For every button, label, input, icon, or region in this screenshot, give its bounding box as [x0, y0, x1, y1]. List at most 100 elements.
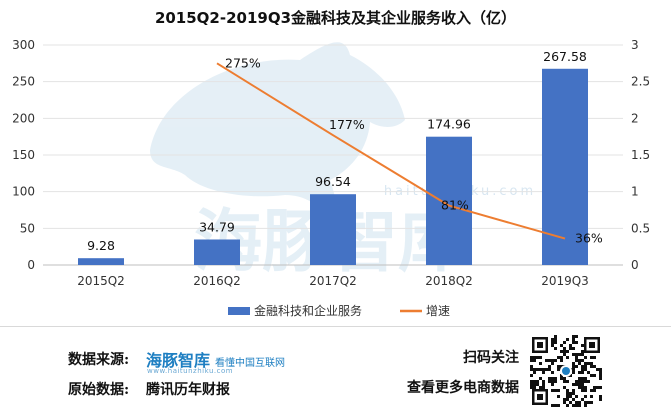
bar-data-labels: 9.28 34.79 96.54 174.96 267.58: [87, 49, 587, 253]
qr-module: [584, 395, 587, 398]
qr-module: [581, 368, 584, 371]
qr-code-icon[interactable]: [530, 335, 602, 407]
qr-module: [551, 380, 554, 383]
bar: [426, 136, 472, 265]
qr-module: [536, 383, 539, 386]
qr-module: [560, 374, 563, 377]
qr-module: [554, 380, 557, 383]
qr-module: [581, 389, 584, 392]
qr-module: [581, 344, 584, 347]
qr-module: [596, 386, 599, 389]
qr-module: [578, 380, 581, 383]
qr-module: [569, 401, 572, 404]
qr-module: [578, 359, 581, 362]
bar: [78, 258, 124, 265]
qr-module: [551, 341, 554, 344]
line-value-label: 177%: [329, 117, 365, 132]
qr-module: [590, 356, 593, 359]
qr-module: [578, 362, 581, 365]
qr-module: [554, 335, 557, 338]
qr-module: [530, 383, 533, 386]
qr-module: [533, 383, 536, 386]
qr-module: [572, 341, 575, 344]
qr-module: [539, 362, 542, 365]
qr-module: [533, 386, 536, 389]
bar-value-label: 174.96: [427, 117, 471, 132]
qr-module: [566, 398, 569, 401]
growth-line: [216, 62, 566, 240]
qr-module: [566, 350, 569, 353]
qr-module: [581, 398, 584, 401]
qr-module: [584, 389, 587, 392]
x-tick-label: 2016Q2: [193, 274, 241, 288]
qr-module: [599, 377, 602, 380]
qr-finder-core: [589, 342, 595, 348]
chart: 海豚智库 haitunzhiku.com 2015Q2-2019Q3金融科技及其…: [12, 9, 650, 318]
qr-module: [578, 386, 581, 389]
y-left-tick-label: 250: [12, 75, 35, 89]
qr-module: [581, 380, 584, 383]
qr-module: [551, 344, 554, 347]
bar-value-label: 9.28: [87, 238, 115, 253]
qr-module: [584, 377, 587, 380]
y-right-tick-label: 0.5: [631, 221, 650, 235]
qr-module: [569, 347, 572, 350]
qr-module: [563, 350, 566, 353]
qr-module: [569, 344, 572, 347]
qr-module: [581, 383, 584, 386]
qr-module: [551, 362, 554, 365]
y-left-tick-label: 300: [12, 38, 35, 52]
qr-module: [575, 383, 578, 386]
qr-module: [533, 371, 536, 374]
qr-module: [593, 356, 596, 359]
qr-module: [590, 362, 593, 365]
qr-module: [557, 389, 560, 392]
y-axis-left: 0 50 100 150 200 250 300: [12, 38, 35, 272]
qr-module: [551, 389, 554, 392]
bar-value-label: 267.58: [543, 49, 587, 64]
more-data-text: 查看更多电商数据: [407, 380, 519, 396]
qr-module: [578, 353, 581, 356]
y-left-tick-label: 0: [27, 258, 35, 272]
y-left-tick-label: 100: [12, 185, 35, 199]
qr-module: [539, 368, 542, 371]
qr-module: [593, 389, 596, 392]
qr-module: [581, 365, 584, 368]
qr-module: [563, 380, 566, 383]
qr-module: [530, 386, 533, 389]
qr-module: [587, 401, 590, 404]
qr-module: [566, 392, 569, 395]
qr-module: [578, 383, 581, 386]
qr-module: [536, 356, 539, 359]
y-right-tick-label: 1: [631, 185, 639, 199]
qr-module: [563, 353, 566, 356]
qr-module: [575, 353, 578, 356]
qr-module: [566, 389, 569, 392]
qr-module: [542, 383, 545, 386]
qr-module: [581, 377, 584, 380]
bar: [310, 194, 356, 265]
qr-module: [563, 377, 566, 380]
qr-module: [557, 395, 560, 398]
qr-module: [596, 368, 599, 371]
source-brand-name: 海豚智库: [146, 351, 211, 370]
qr-module: [569, 395, 572, 398]
qr-module: [554, 389, 557, 392]
y-right-tick-label: 3: [631, 38, 639, 52]
y-right-tick-label: 1.5: [631, 148, 650, 162]
qr-module: [539, 356, 542, 359]
qr-module: [572, 383, 575, 386]
line-value-label: 81%: [441, 198, 469, 213]
qr-module: [593, 386, 596, 389]
qr-module: [590, 401, 593, 404]
qr-module: [536, 368, 539, 371]
y-left-tick-label: 50: [20, 221, 35, 235]
source-label: 数据来源:: [68, 352, 130, 368]
qr-module: [572, 362, 575, 365]
legend-line-label: 增速: [426, 304, 450, 318]
qr-module: [554, 404, 557, 407]
qr-module: [584, 368, 587, 371]
qr-module: [545, 368, 548, 371]
qr-module: [584, 404, 587, 407]
bar: [194, 239, 240, 265]
